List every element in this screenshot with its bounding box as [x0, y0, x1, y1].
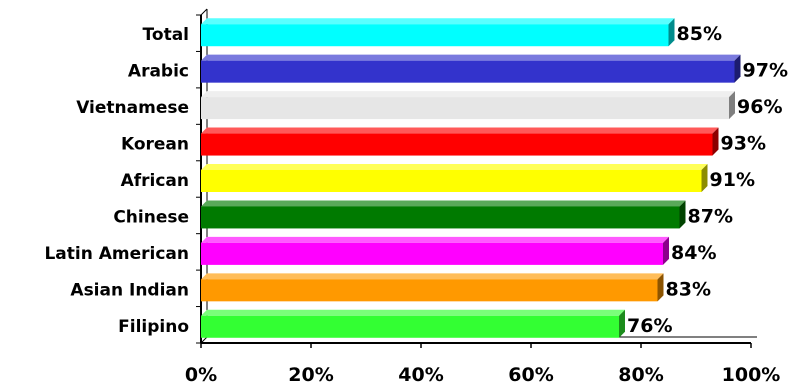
x-tick-label: 100%: [722, 364, 781, 386]
bar-total: [201, 18, 675, 47]
x-tick-label: 40%: [398, 364, 443, 386]
x-tick-label: 60%: [508, 364, 553, 386]
bar-end-face: [663, 236, 669, 265]
bar-front-face: [201, 60, 735, 83]
x-axis-floor-edge: [200, 336, 208, 344]
bar-front-face: [201, 97, 729, 120]
bar-top-face: [201, 309, 625, 316]
category-label: Vietnamese: [76, 98, 189, 118]
data-labels: 85% 97% 96% 93% 91% 87% 84% 83% 76%: [627, 23, 788, 337]
chart-bars: [201, 18, 741, 338]
bar-top-face: [201, 273, 664, 280]
bar-front-face: [201, 24, 669, 47]
bar-african: [201, 164, 708, 192]
category-label: Korean: [121, 135, 189, 155]
bar-latin-american: [201, 236, 669, 265]
y-axis-top-edge: [200, 8, 208, 16]
category-label: Latin American: [44, 244, 189, 264]
bar-end-face: [657, 273, 664, 302]
bar-filipino: [201, 309, 625, 338]
data-label: 93%: [721, 133, 766, 155]
category-label: Chinese: [113, 207, 189, 227]
category-labels: Total Arabic Vietnamese Korean African Chines…: [44, 25, 189, 337]
x-tick-label: 20%: [288, 364, 333, 386]
category-label: African: [121, 171, 189, 191]
data-label: 97%: [743, 60, 788, 82]
data-label: 85%: [677, 23, 722, 45]
bar-chinese: [201, 200, 686, 229]
bar-front-face: [201, 242, 663, 265]
x-tick-labels: 0% 20% 40% 60% 80% 100%: [185, 364, 780, 386]
bar-top-face: [201, 164, 708, 170]
bar-arabic: [201, 54, 741, 83]
bar-top-face: [201, 54, 741, 61]
bar-korean: [201, 127, 719, 156]
bar-top-face: [201, 91, 735, 98]
bar-top-face: [201, 236, 669, 243]
bar-front-face: [201, 206, 680, 229]
x-tick-label: 0%: [185, 364, 217, 386]
bar-asian-indian: [201, 273, 664, 302]
bar-end-face: [701, 164, 708, 192]
data-label: 96%: [737, 96, 782, 118]
data-label: 91%: [710, 169, 755, 191]
bar-end-face: [712, 127, 719, 156]
bar-front-face: [201, 279, 658, 302]
category-label: Arabic: [128, 62, 189, 82]
data-label: 87%: [688, 205, 733, 227]
bar-front-face: [201, 170, 702, 192]
bar-end-face: [619, 309, 625, 338]
x-tick-label: 80%: [618, 364, 663, 386]
category-label: Filipino: [118, 317, 189, 337]
data-label: 84%: [671, 242, 716, 264]
category-label: Total: [143, 25, 189, 45]
bar-end-face: [734, 54, 741, 83]
bar-end-face: [679, 200, 686, 229]
bar-end-face: [668, 18, 675, 47]
category-label: Asian Indian: [70, 280, 189, 300]
data-label: 83%: [666, 278, 711, 300]
bar-vietnamese: [201, 91, 735, 120]
bar-front-face: [201, 133, 713, 156]
bar-end-face: [729, 91, 735, 120]
bar-top-face: [201, 200, 686, 207]
bar-top-face: [201, 127, 719, 134]
bar-front-face: [201, 315, 619, 338]
bar-top-face: [201, 18, 675, 25]
data-label: 76%: [627, 315, 672, 337]
